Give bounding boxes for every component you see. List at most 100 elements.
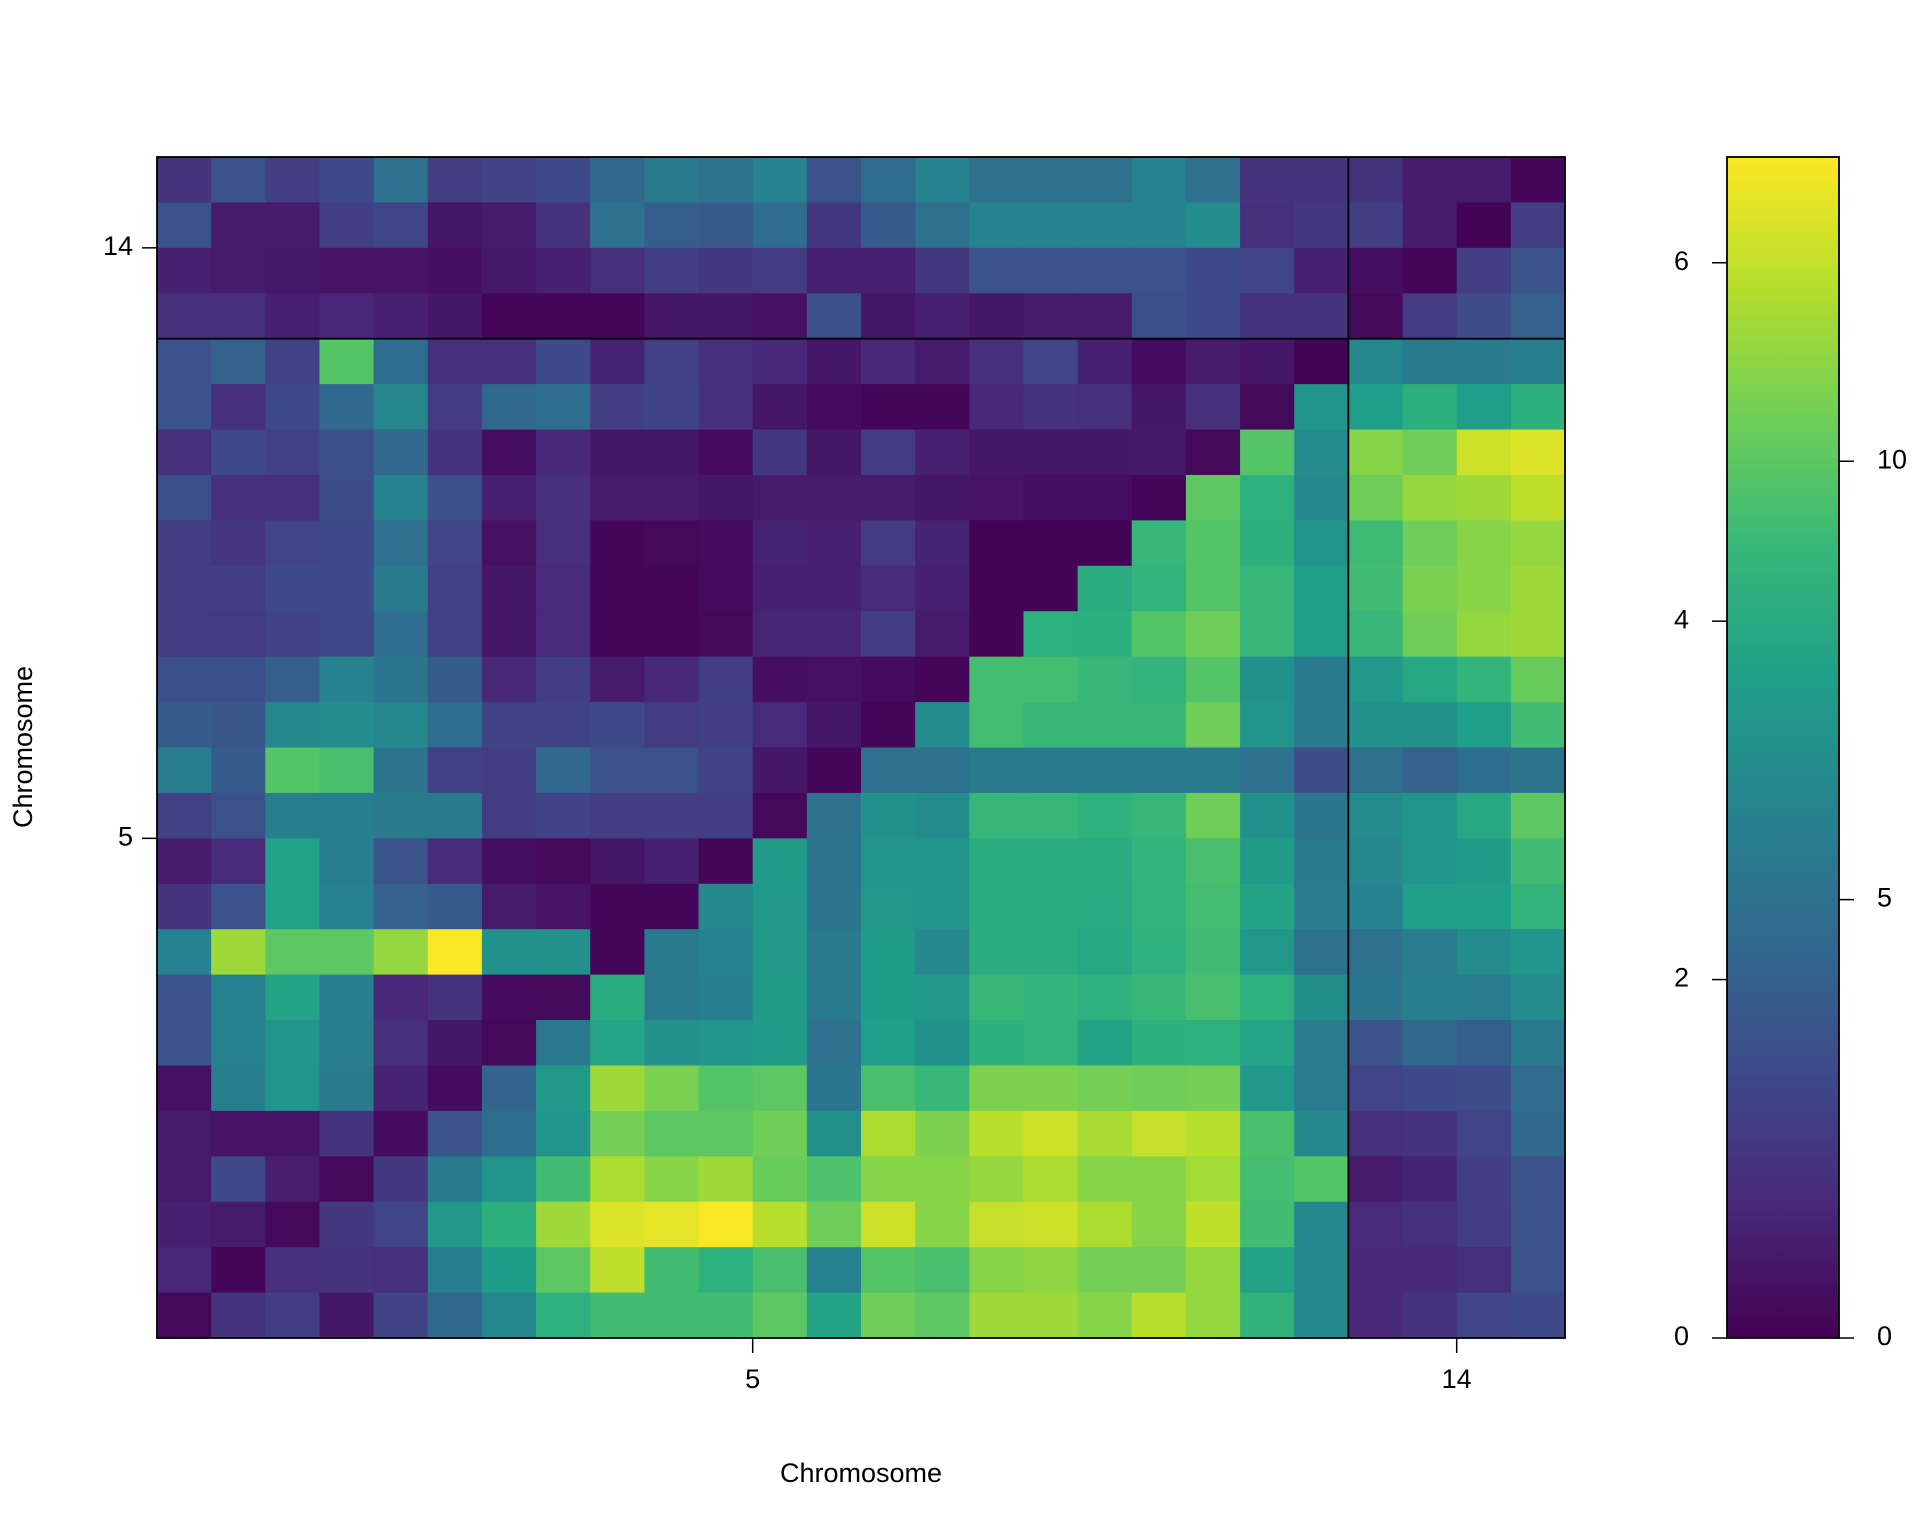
heatmap-cell bbox=[1185, 293, 1241, 340]
heatmap-cell bbox=[481, 202, 537, 249]
heatmap-cell bbox=[265, 247, 321, 294]
heatmap-cell bbox=[157, 565, 212, 612]
heatmap-cell bbox=[1456, 1247, 1512, 1294]
heatmap-cell bbox=[969, 1247, 1025, 1294]
heatmap-cell bbox=[536, 520, 591, 567]
heatmap-cell bbox=[969, 747, 1025, 794]
heatmap-cell bbox=[590, 702, 645, 749]
heatmap-cell bbox=[1456, 1065, 1512, 1112]
heatmap-cell bbox=[806, 1020, 862, 1067]
heatmap-cell bbox=[969, 702, 1025, 749]
heatmap-cell bbox=[1023, 974, 1079, 1021]
heatmap-cell bbox=[915, 520, 970, 567]
heatmap-cell bbox=[915, 429, 970, 476]
heatmap-cell bbox=[373, 520, 429, 567]
heatmap-cell bbox=[915, 157, 970, 204]
heatmap-cell bbox=[319, 792, 375, 839]
heatmap-cell bbox=[1510, 702, 1566, 749]
heatmap-cell bbox=[1510, 792, 1566, 839]
heatmap-cell bbox=[1456, 157, 1512, 204]
heatmap-cell bbox=[644, 1110, 700, 1157]
heatmap-cell bbox=[373, 1201, 429, 1248]
heatmap-cell bbox=[644, 520, 700, 567]
heatmap-cell bbox=[536, 429, 591, 476]
heatmap-cell bbox=[969, 1201, 1025, 1248]
heatmap-cell bbox=[265, 929, 321, 976]
heatmap-cell bbox=[319, 883, 375, 930]
heatmap-cell bbox=[752, 565, 808, 612]
heatmap-cell bbox=[1077, 838, 1133, 885]
heatmap-cell bbox=[1240, 202, 1295, 249]
heatmap-cell bbox=[1131, 883, 1187, 930]
heatmap-cell bbox=[157, 747, 212, 794]
heatmap-cell bbox=[211, 611, 266, 658]
heatmap-cell bbox=[806, 611, 862, 658]
heatmap-cell bbox=[265, 157, 321, 204]
heatmap-cell bbox=[481, 384, 537, 431]
heatmap-cell bbox=[915, 1292, 970, 1339]
heatmap-cell bbox=[969, 247, 1025, 294]
heatmap-cell bbox=[1510, 747, 1566, 794]
heatmap-cell bbox=[373, 883, 429, 930]
heatmap-cell bbox=[481, 1110, 537, 1157]
heatmap-cell bbox=[1294, 1201, 1349, 1248]
heatmap-cell bbox=[806, 1156, 862, 1203]
heatmap-cell bbox=[590, 1110, 645, 1157]
heatmap-cell bbox=[698, 565, 754, 612]
heatmap-cell bbox=[969, 838, 1025, 885]
heatmap-cell bbox=[644, 338, 700, 385]
heatmap-cell bbox=[915, 474, 970, 521]
heatmap-cell bbox=[157, 1247, 212, 1294]
heatmap-cell bbox=[1294, 1065, 1349, 1112]
heatmap-cell bbox=[969, 293, 1025, 340]
heatmap-cell bbox=[157, 247, 212, 294]
heatmap-cell bbox=[481, 157, 537, 204]
heatmap-cell bbox=[1077, 202, 1133, 249]
heatmap-cell bbox=[265, 1156, 321, 1203]
heatmap-cell bbox=[752, 474, 808, 521]
heatmap-cell bbox=[969, 611, 1025, 658]
heatmap-cell bbox=[211, 792, 266, 839]
heatmap-cell bbox=[969, 520, 1025, 567]
heatmap-cell bbox=[157, 656, 212, 703]
heatmap-cell bbox=[1185, 429, 1241, 476]
heatmap-cell bbox=[1077, 702, 1133, 749]
heatmap-cell bbox=[1294, 929, 1349, 976]
heatmap-cell bbox=[752, 929, 808, 976]
heatmap-cell bbox=[806, 1110, 862, 1157]
heatmap-cell bbox=[752, 656, 808, 703]
heatmap-cell bbox=[1510, 1292, 1566, 1339]
heatmap-cell bbox=[373, 1156, 429, 1203]
heatmap-cell bbox=[1510, 611, 1566, 658]
heatmap-cell bbox=[1023, 1020, 1079, 1067]
heatmap-cell bbox=[590, 1201, 645, 1248]
heatmap-cell bbox=[861, 929, 916, 976]
heatmap-cell bbox=[861, 1065, 916, 1112]
heatmap-cell bbox=[1077, 247, 1133, 294]
heatmap-cell bbox=[806, 883, 862, 930]
heatmap-cell bbox=[1185, 202, 1241, 249]
heatmap-cell bbox=[1510, 1247, 1566, 1294]
heatmap-cell bbox=[1294, 974, 1349, 1021]
heatmap-cell bbox=[1185, 747, 1241, 794]
heatmap-cell bbox=[427, 1201, 483, 1248]
heatmap-cell bbox=[752, 293, 808, 340]
heatmap-cell bbox=[861, 247, 916, 294]
heatmap-cell bbox=[1294, 338, 1349, 385]
heatmap-cell bbox=[157, 474, 212, 521]
heatmap-cell bbox=[1023, 429, 1079, 476]
heatmap-cell bbox=[644, 1156, 700, 1203]
heatmap-cell bbox=[1023, 929, 1079, 976]
heatmap-cell bbox=[481, 929, 537, 976]
heatmap-cell bbox=[427, 1156, 483, 1203]
heatmap-cell bbox=[1348, 838, 1404, 885]
heatmap-cell bbox=[1510, 838, 1566, 885]
heatmap-cell bbox=[1131, 247, 1187, 294]
heatmap-cell bbox=[861, 429, 916, 476]
heatmap-cell bbox=[1240, 157, 1295, 204]
heatmap-cell bbox=[1077, 611, 1133, 658]
heatmap-cell bbox=[644, 1247, 700, 1294]
heatmap-cell bbox=[536, 611, 591, 658]
heatmap-cell bbox=[319, 1156, 375, 1203]
heatmap-cell bbox=[157, 1292, 212, 1339]
